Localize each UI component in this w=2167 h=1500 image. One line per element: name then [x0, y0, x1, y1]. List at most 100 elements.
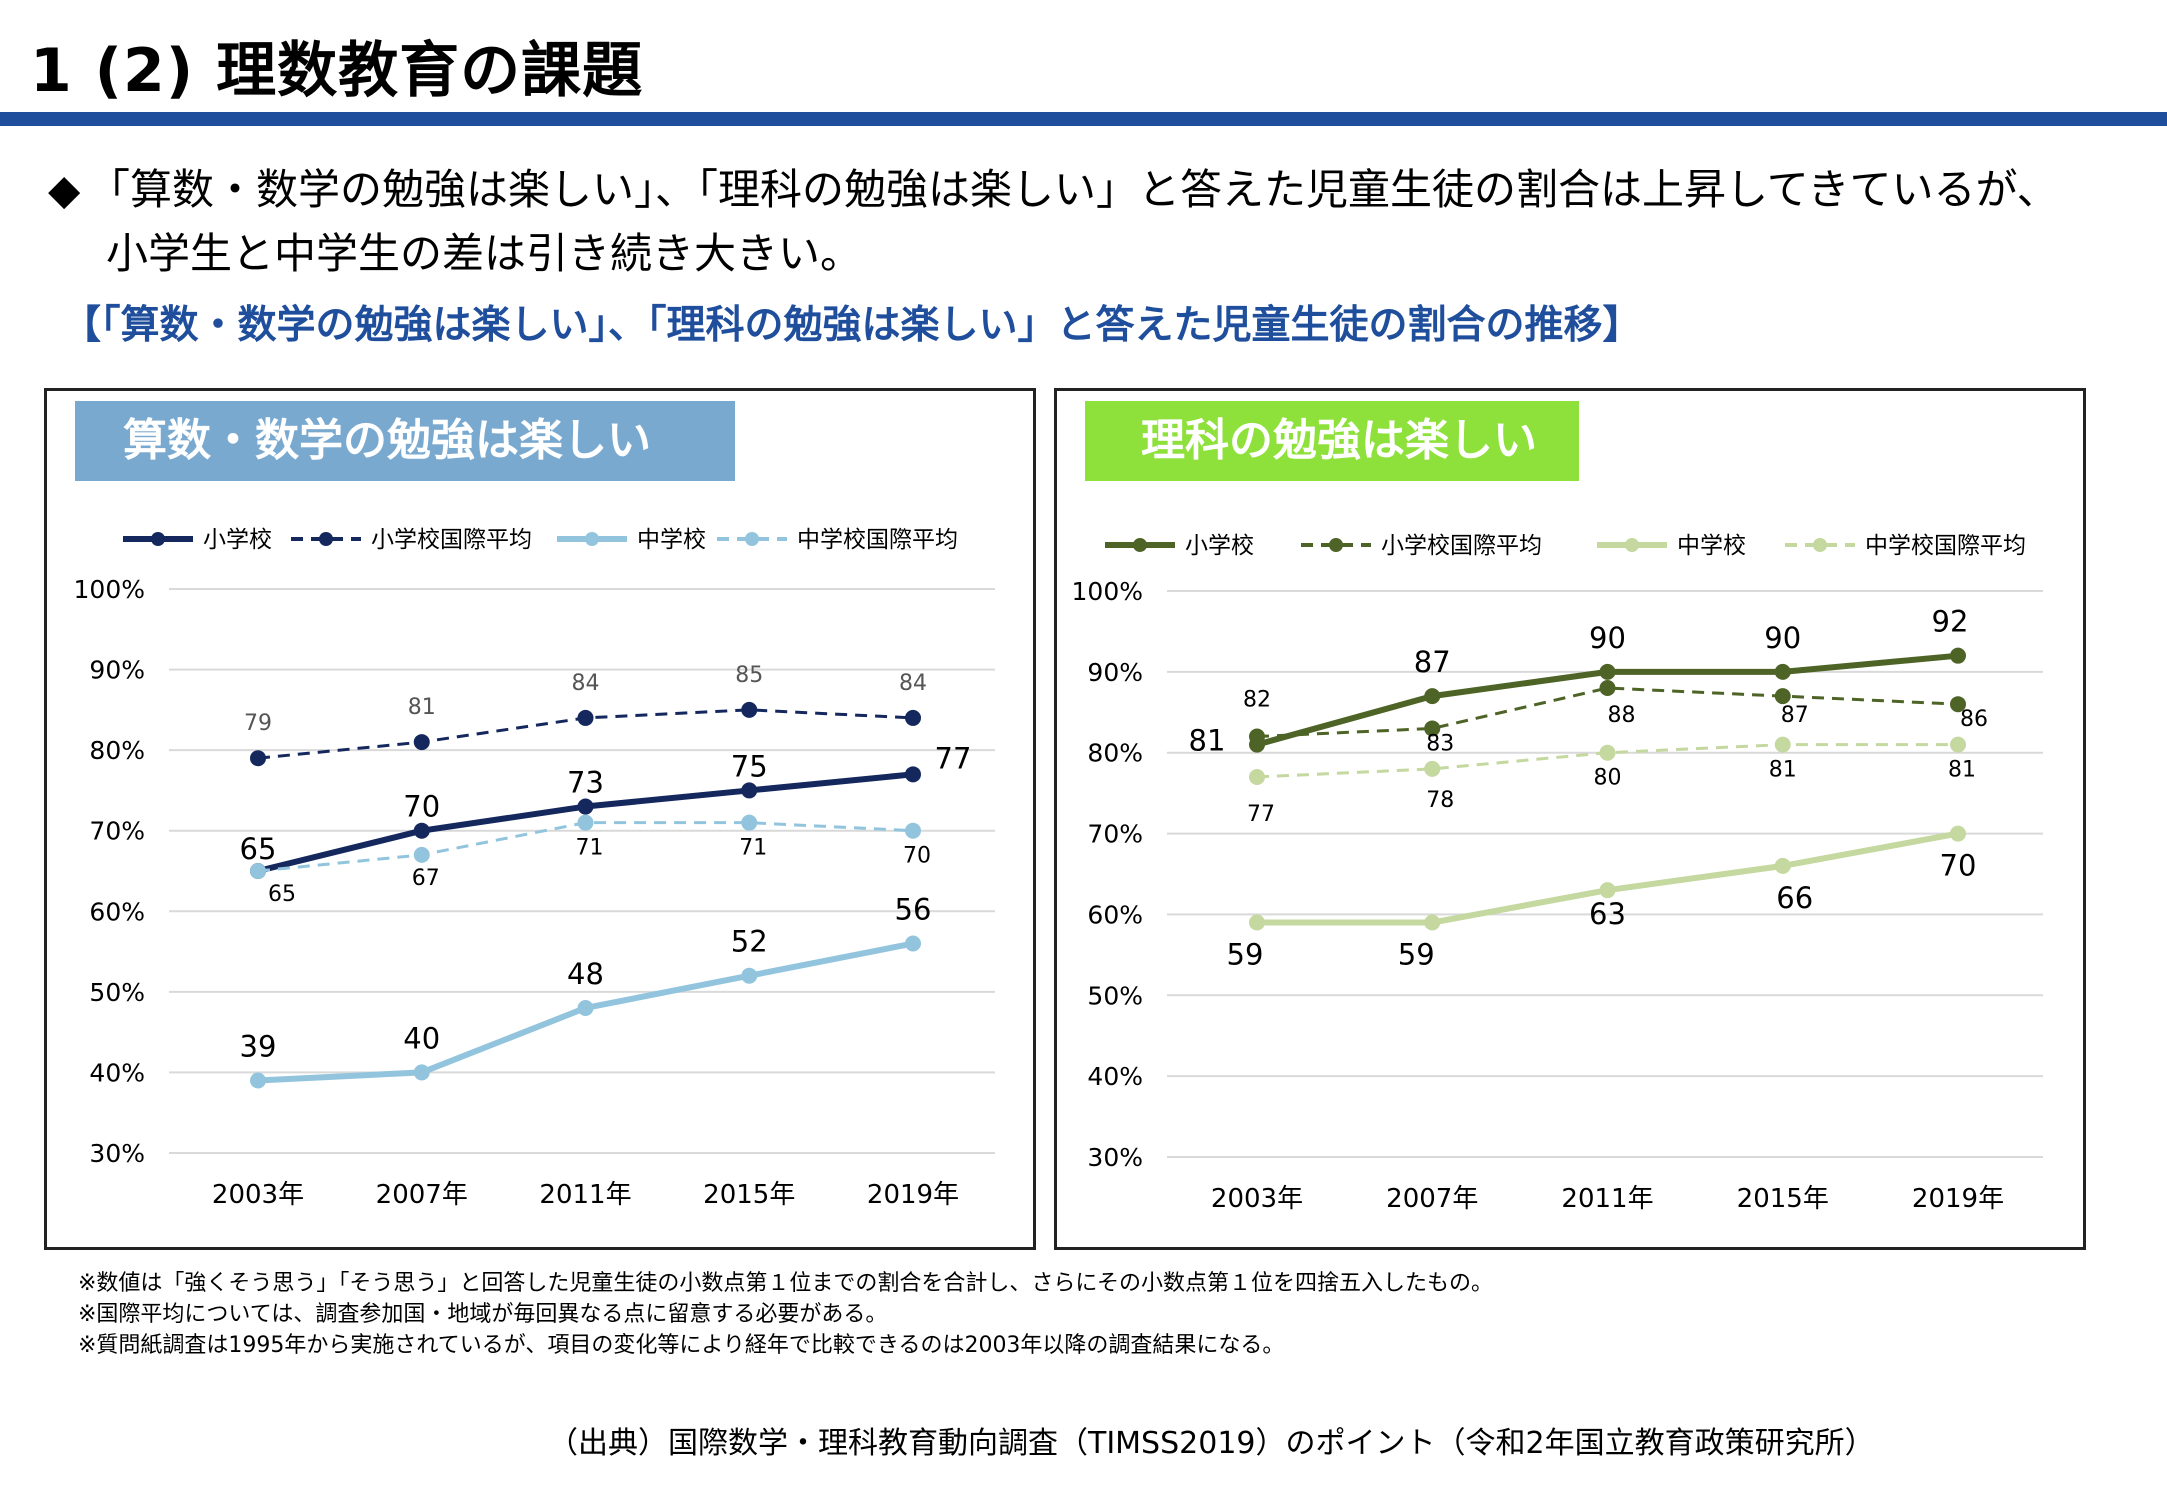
chart-section-heading: 【「算数・数学の勉強は楽しい」、「理科の勉強は楽しい」と答えた児童生徒の割合の推…	[62, 303, 1642, 348]
legend-label: 中学校国際平均	[1865, 533, 2026, 559]
x-tick-label: 2011年	[539, 1180, 631, 1210]
data-label: 77	[1247, 802, 1275, 827]
data-point	[1424, 688, 1441, 705]
data-label: 79	[244, 711, 272, 736]
y-tick-label: 40%	[89, 1058, 145, 1087]
y-tick-label: 30%	[89, 1139, 145, 1168]
y-tick-label: 70%	[89, 817, 145, 846]
math-chart-panel: 算数・数学の勉強は楽しい 30% 40% 50% 60% 70% 80% 90% 100% 20…	[44, 388, 1036, 1250]
data-label: 84	[899, 671, 927, 696]
data-point	[741, 967, 758, 984]
diamond-bullet-icon: ◆	[48, 165, 81, 214]
legend-marker	[745, 532, 759, 546]
source-citation: （出典）国際数学・理科教育動向調査（TIMSS2019）のポイント（令和2年国立…	[548, 1426, 1875, 1461]
science-chart: 30% 40% 50% 60% 70% 80% 90% 100% 2003年 2007年 2011年…	[1072, 533, 2043, 1214]
y-tick-label: 60%	[89, 897, 145, 926]
data-point	[577, 709, 594, 726]
data-point	[905, 766, 921, 783]
data-label: 77	[935, 741, 972, 775]
y-tick-label: 80%	[89, 736, 145, 765]
data-point	[1774, 688, 1791, 705]
data-point	[250, 1072, 266, 1089]
data-label: 81	[1948, 758, 1976, 783]
data-label: 90	[1589, 621, 1626, 655]
data-label: 82	[1243, 688, 1271, 713]
data-point	[1424, 914, 1441, 931]
x-tick-label: 2007年	[376, 1180, 468, 1210]
data-point	[741, 701, 758, 718]
legend-label: 小学校国際平均	[371, 527, 532, 553]
data-point	[1249, 768, 1265, 785]
data-label: 39	[240, 1029, 277, 1063]
data-point	[1950, 696, 1966, 713]
data-label: 70	[403, 790, 440, 824]
data-label: 75	[731, 749, 768, 783]
footnote: ※数値は「強くそう思う」「そう思う」と回答した児童生徒の小数点第１位までの割合を…	[78, 1271, 1493, 1296]
legend-marker	[1329, 538, 1343, 552]
x-tick-label: 2015年	[1737, 1184, 1829, 1214]
lead-text: ◆ 「算数・数学の勉強は楽しい」、「理科の勉強は楽しい」と答えた児童生徒の割合は上…	[48, 158, 2059, 286]
data-point	[1774, 736, 1791, 753]
series-line	[1256, 686, 1959, 739]
x-tick-label: 2007年	[1386, 1184, 1478, 1214]
data-point	[1599, 744, 1616, 761]
legend-marker	[1133, 538, 1147, 552]
data-point	[905, 822, 921, 839]
data-label: 65	[240, 832, 277, 866]
x-tick-label: 2015年	[703, 1180, 795, 1210]
y-tick-label: 100%	[1072, 577, 1143, 606]
data-label: 63	[1589, 897, 1626, 931]
data-label: 92	[1932, 605, 1969, 639]
data-label: 88	[1608, 703, 1636, 728]
data-label: 70	[903, 844, 931, 869]
data-label: 78	[1426, 788, 1454, 813]
data-point	[1774, 857, 1791, 874]
legend-marker	[585, 532, 599, 546]
data-label: 80	[1594, 766, 1622, 791]
math-chart: 30% 40% 50% 60% 70% 80% 90% 100% 2003年 2007年 2011年…	[74, 527, 995, 1210]
footnotes: ※数値は「強くそう思う」「そう思う」と回答した児童生徒の小数点第１位までの割合を…	[78, 1268, 1493, 1361]
legend-label: 中学校国際平均	[797, 527, 958, 553]
x-tick-label: 2019年	[1912, 1184, 2004, 1214]
y-tick-label: 80%	[1087, 739, 1143, 768]
legend-marker	[151, 532, 165, 546]
data-label: 52	[731, 925, 768, 959]
data-point	[1950, 825, 1966, 842]
data-label: 90	[1764, 621, 1801, 655]
legend-marker	[1813, 538, 1827, 552]
math-chart-title: 算数・数学の勉強は楽しい	[75, 401, 735, 481]
science-chart-panel: 理科の勉強は楽しい 30% 40% 50% 60% 70% 80% 90% 100% 2003年…	[1054, 388, 2086, 1250]
x-tick-label: 2011年	[1561, 1184, 1653, 1214]
legend-marker	[1625, 538, 1639, 552]
data-point	[577, 814, 594, 831]
x-tick-label: 2019年	[867, 1180, 959, 1210]
data-label: 70	[1940, 849, 1977, 883]
data-label: 81	[1189, 724, 1226, 758]
legend-label: 小学校	[1185, 533, 1254, 559]
legend-label: 小学校	[203, 527, 272, 553]
y-tick-label: 90%	[89, 656, 145, 685]
data-point	[905, 709, 921, 726]
lead-line-2: 小学生と中学生の差は引き続き大きい。	[106, 229, 863, 278]
data-point	[413, 734, 430, 751]
y-tick-label: 50%	[89, 978, 145, 1007]
data-label: 67	[412, 866, 440, 891]
data-point	[1599, 663, 1616, 680]
data-point	[1424, 760, 1441, 777]
x-tick-label: 2003年	[212, 1180, 304, 1210]
data-label: 65	[268, 882, 296, 907]
legend-label: 中学校	[1677, 533, 1746, 559]
data-label: 81	[408, 695, 436, 720]
data-point	[1599, 882, 1616, 899]
data-label: 71	[576, 836, 604, 861]
data-point	[1249, 914, 1265, 931]
data-label: 40	[403, 1021, 440, 1055]
data-label: 83	[1426, 731, 1454, 756]
data-label: 66	[1776, 881, 1813, 915]
y-tick-label: 50%	[1087, 981, 1143, 1010]
data-point	[413, 846, 430, 863]
data-point	[1249, 728, 1265, 745]
lead-line-1: 「算数・数学の勉強は楽しい」、「理科の勉強は楽しい」と答えた児童生徒の割合は上昇…	[88, 165, 2059, 214]
data-point	[413, 1064, 430, 1081]
data-label: 56	[895, 893, 932, 927]
